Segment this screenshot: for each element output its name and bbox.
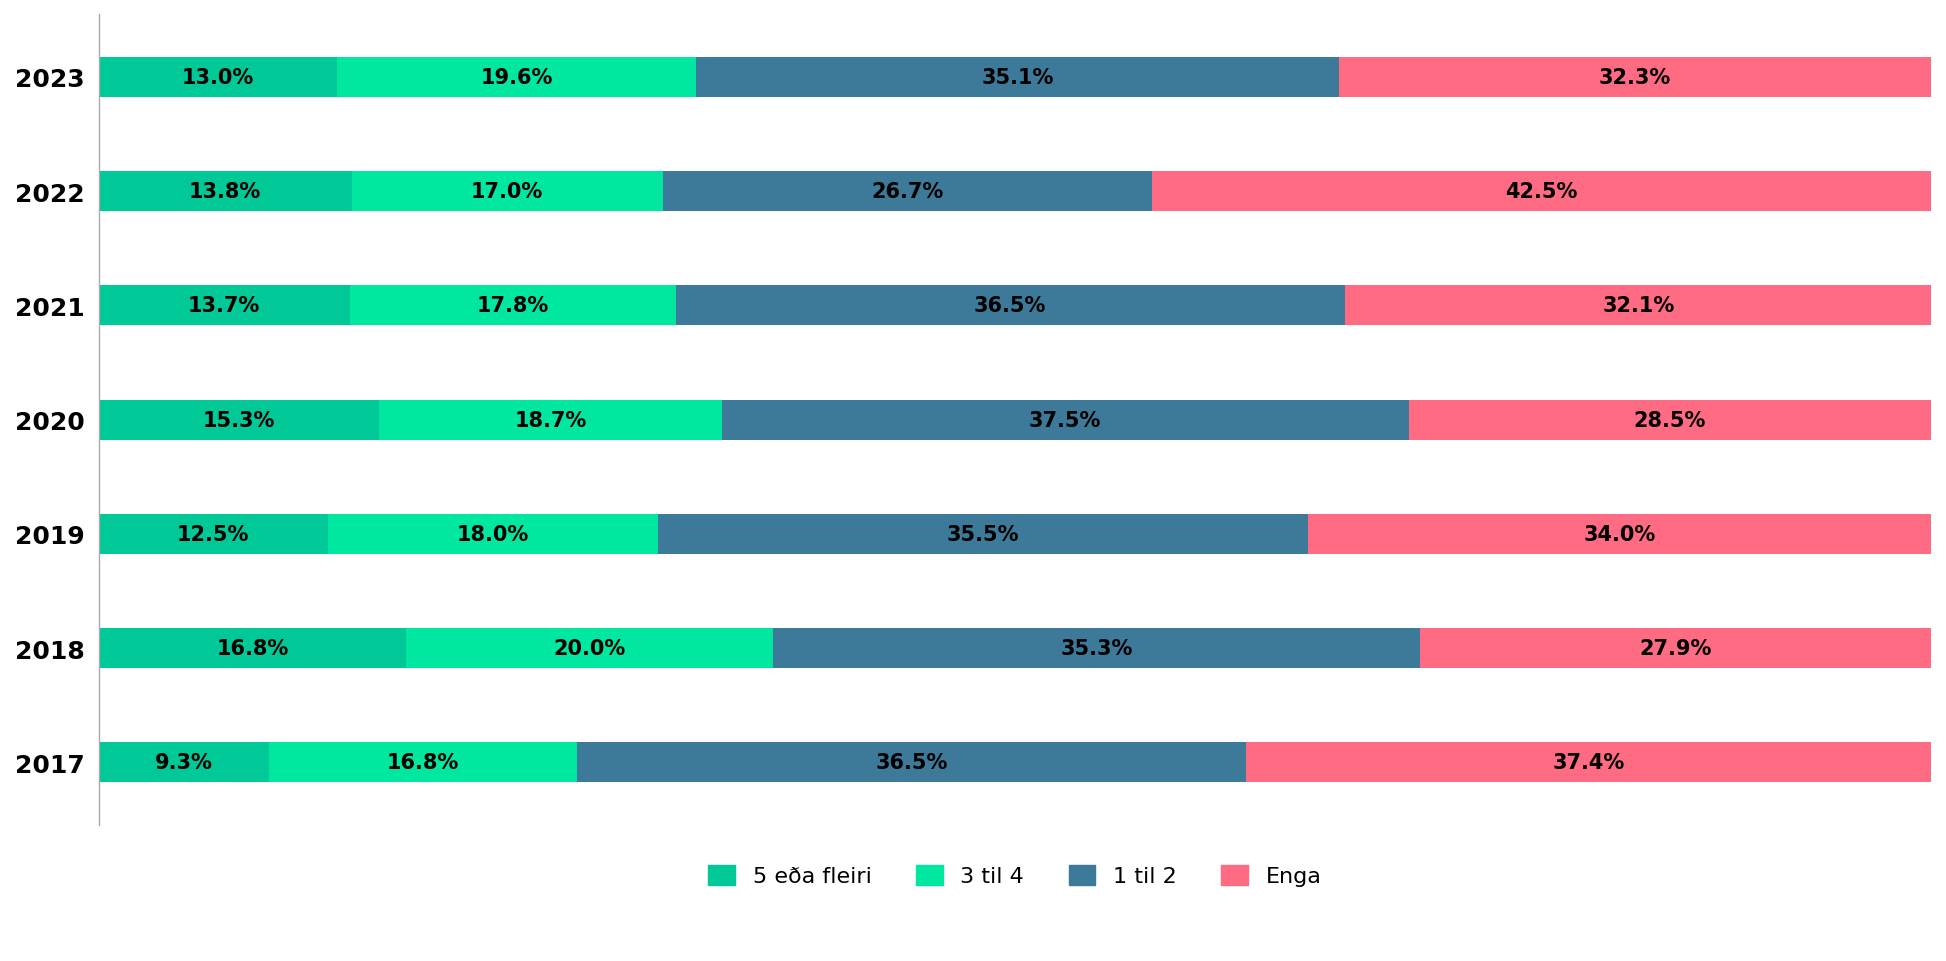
Text: 13.8%: 13.8% — [189, 182, 261, 202]
Text: 12.5%: 12.5% — [177, 525, 249, 544]
Text: 35.1%: 35.1% — [981, 68, 1053, 87]
Bar — [675, 286, 1345, 326]
Bar — [658, 514, 1308, 554]
Text: 32.3%: 32.3% — [1600, 68, 1672, 87]
Text: 27.9%: 27.9% — [1639, 638, 1712, 658]
Text: 36.5%: 36.5% — [975, 296, 1047, 316]
Text: 26.7%: 26.7% — [872, 182, 944, 202]
Bar — [697, 58, 1339, 98]
Bar — [99, 743, 269, 782]
Text: 16.8%: 16.8% — [216, 638, 288, 658]
Text: 9.3%: 9.3% — [156, 752, 212, 773]
Legend: 5 eða fleiri, 3 til 4, 1 til 2, Enga: 5 eða fleiri, 3 til 4, 1 til 2, Enga — [699, 856, 1331, 896]
Text: 36.5%: 36.5% — [876, 752, 948, 773]
Text: 16.8%: 16.8% — [387, 752, 459, 773]
Text: 37.4%: 37.4% — [1553, 752, 1625, 773]
Bar — [1345, 286, 1932, 326]
Text: 15.3%: 15.3% — [202, 410, 274, 431]
Bar — [99, 400, 379, 440]
Text: 18.7%: 18.7% — [514, 410, 586, 431]
Text: 17.8%: 17.8% — [477, 296, 549, 316]
Bar — [664, 172, 1152, 211]
Text: 13.0%: 13.0% — [181, 68, 253, 87]
Bar — [1152, 172, 1930, 211]
Text: 34.0%: 34.0% — [1584, 525, 1656, 544]
Text: 42.5%: 42.5% — [1506, 182, 1578, 202]
Text: 17.0%: 17.0% — [471, 182, 543, 202]
Bar — [1308, 514, 1930, 554]
Bar — [379, 400, 722, 440]
Bar — [1421, 628, 1930, 669]
Text: 28.5%: 28.5% — [1635, 410, 1707, 431]
Bar — [99, 58, 337, 98]
Bar — [773, 628, 1421, 669]
Text: 19.6%: 19.6% — [481, 68, 553, 87]
Bar — [99, 172, 352, 211]
Bar — [722, 400, 1409, 440]
Bar — [350, 286, 675, 326]
Bar — [99, 286, 350, 326]
Bar — [269, 743, 576, 782]
Bar — [1245, 743, 1930, 782]
Text: 37.5%: 37.5% — [1029, 410, 1101, 431]
Bar — [99, 628, 407, 669]
Bar — [337, 58, 697, 98]
Bar — [1339, 58, 1930, 98]
Text: 13.7%: 13.7% — [189, 296, 261, 316]
Bar — [327, 514, 658, 554]
Text: 20.0%: 20.0% — [553, 638, 627, 658]
Bar — [99, 514, 327, 554]
Text: 35.5%: 35.5% — [946, 525, 1020, 544]
Bar — [1409, 400, 1930, 440]
Bar — [352, 172, 664, 211]
Text: 18.0%: 18.0% — [457, 525, 529, 544]
Bar — [407, 628, 773, 669]
Text: 35.3%: 35.3% — [1061, 638, 1133, 658]
Text: 32.1%: 32.1% — [1604, 296, 1676, 316]
Bar — [576, 743, 1245, 782]
